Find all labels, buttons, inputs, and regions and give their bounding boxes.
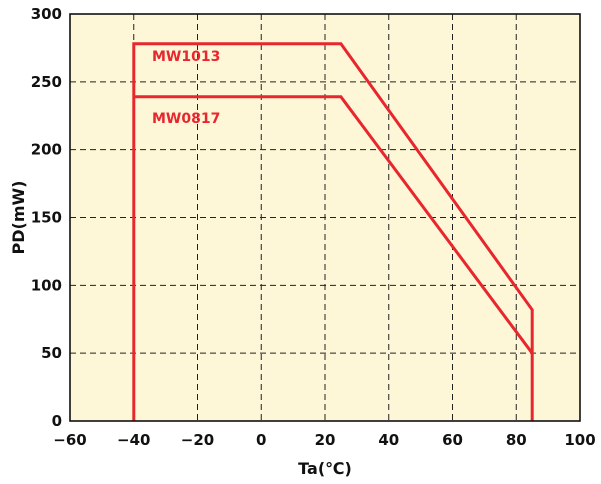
series-label-mw0817: MW0817 [152,111,220,127]
y-axis-label: PD(mW) [9,181,28,255]
y-tick-label: 50 [41,344,62,362]
x-tick-label: 40 [378,431,399,449]
y-tick-label: 200 [31,141,62,159]
series-layer [132,42,534,421]
x-tick-label: 0 [256,431,266,449]
x-tick-label: −60 [53,431,86,449]
x-tick-label: 60 [442,431,463,449]
y-tick-label: 250 [31,73,62,91]
series-line-mw0817 [133,95,534,355]
y-tick-label: 0 [52,412,62,430]
plot-frame [69,13,581,422]
x-tick-label: −40 [117,431,150,449]
label-layer: Ta(℃) PD(mW) MW1013 MW0817 [9,49,352,478]
y-tick-label: 100 [31,276,62,294]
x-tick-label: 100 [564,431,595,449]
series-line-mw1013 [132,42,534,421]
y-tick-label: 300 [31,5,62,23]
x-tick-label: −20 [181,431,214,449]
series-label-mw1013: MW1013 [152,49,220,65]
x-tick-label: 20 [315,431,336,449]
x-tick-label: 80 [506,431,527,449]
x-axis-label: Ta(℃) [298,459,352,478]
y-tick-label: 150 [31,209,62,227]
tick-layer: −60 −40 −20 0 20 40 60 80 100 0 50 100 150 200 250 300 [31,5,596,449]
